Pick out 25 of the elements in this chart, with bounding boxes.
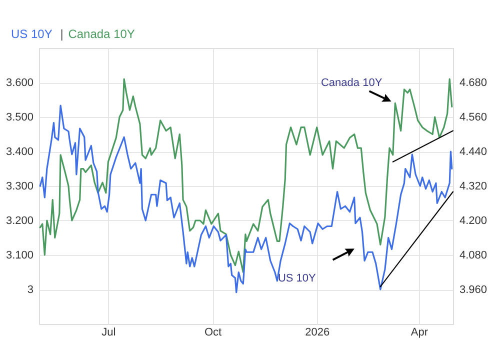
text: | — [60, 27, 64, 41]
annotation: US 10Y — [278, 272, 317, 284]
y2-tick-label: 4.200 — [460, 215, 488, 227]
text: US 10Y — [11, 27, 52, 41]
y-tick-label: 3 — [27, 284, 34, 296]
y-tick-label: 3.400 — [6, 146, 34, 158]
annotation: Canada 10Y — [320, 76, 383, 89]
y-tick-label: 3.100 — [6, 250, 34, 262]
y-tick-label: 3.200 — [6, 215, 34, 227]
y2-tick-label: 4.680 — [460, 77, 488, 89]
line-series — [39, 78, 453, 274]
x-tick-label: Jul — [102, 326, 116, 338]
text: Canada 10Y — [68, 27, 135, 41]
x-tick-label: Apr — [410, 326, 428, 338]
y2-tick-label: 4.320 — [460, 180, 488, 192]
y2-tick-label: 4.440 — [460, 146, 488, 158]
x-tick-label: 2026 — [305, 326, 330, 338]
y2-tick-label: 4.080 — [460, 250, 488, 262]
y2-tick-label: 4.560 — [460, 112, 488, 124]
line-series — [39, 104, 453, 294]
y-tick-label: 3.500 — [6, 112, 34, 124]
y-tick-label: 3.300 — [6, 180, 34, 192]
y2-tick-label: 3.960 — [460, 284, 488, 296]
y-tick-label: 3.600 — [6, 77, 34, 89]
x-tick-label: Oct — [204, 326, 222, 338]
